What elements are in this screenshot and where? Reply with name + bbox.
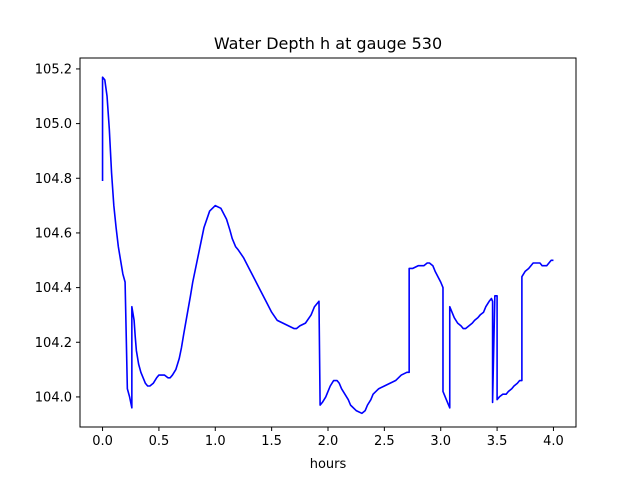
axes: 0.0 0.5 1.0 1.5 2.0 2.5 3.0 3.5 4.0 104.0 104.2 104…: [35, 57, 577, 449]
x-tick-label: 2.5: [374, 434, 395, 449]
x-tick-label: 3.0: [430, 434, 451, 449]
x-tick-label: 0.5: [149, 434, 170, 449]
y-tick-label: 105.0: [35, 117, 72, 132]
x-tick-label: 1.0: [205, 434, 226, 449]
y-tick-label: 104.0: [35, 390, 72, 405]
x-tick-label: 1.5: [261, 434, 282, 449]
x-tick-label: 0.0: [92, 434, 113, 449]
series-line-0: [101, 76, 554, 415]
x-tick-label: 4.0: [543, 434, 564, 449]
x-tick-label: 2.0: [318, 434, 339, 449]
y-tick-label: 104.4: [35, 281, 72, 296]
y-tick-label: 104.6: [35, 226, 72, 241]
chart-title: Water Depth h at gauge 530: [214, 34, 442, 53]
x-axis-title: hours: [310, 457, 347, 472]
y-tick-label: 105.2: [35, 62, 72, 77]
plot-area: [101, 76, 554, 415]
y-tick-label: 104.2: [35, 336, 72, 351]
x-tick-label: 3.5: [487, 434, 508, 449]
y-tick-label: 104.8: [35, 172, 72, 187]
